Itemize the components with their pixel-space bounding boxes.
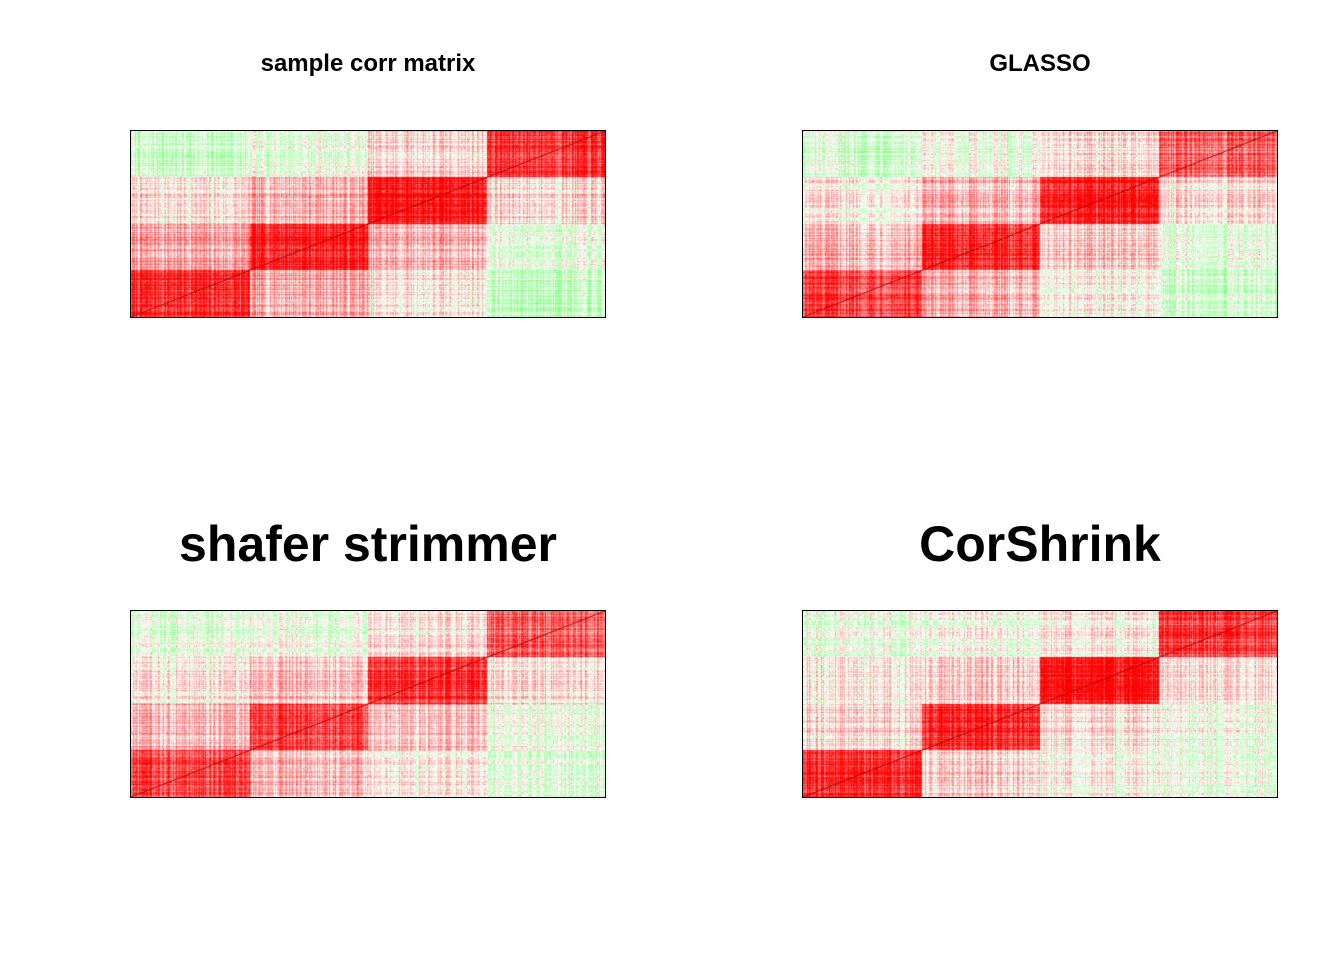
chart-title: GLASSO xyxy=(989,50,1091,77)
heatmap-plot xyxy=(130,610,606,798)
chart-title: sample corr matrix xyxy=(260,50,476,77)
heatmap-cells xyxy=(803,611,1277,797)
heatmap-cells xyxy=(131,131,605,317)
heatmap-plot xyxy=(130,130,606,318)
heatmap-plot xyxy=(802,130,1278,318)
heatmap-cells xyxy=(131,611,605,797)
heatmap-plot xyxy=(802,610,1278,798)
chart-title: shafer strimmer xyxy=(179,516,557,572)
chart-title: CorShrink xyxy=(919,516,1161,572)
heatmap-cells xyxy=(803,131,1277,317)
